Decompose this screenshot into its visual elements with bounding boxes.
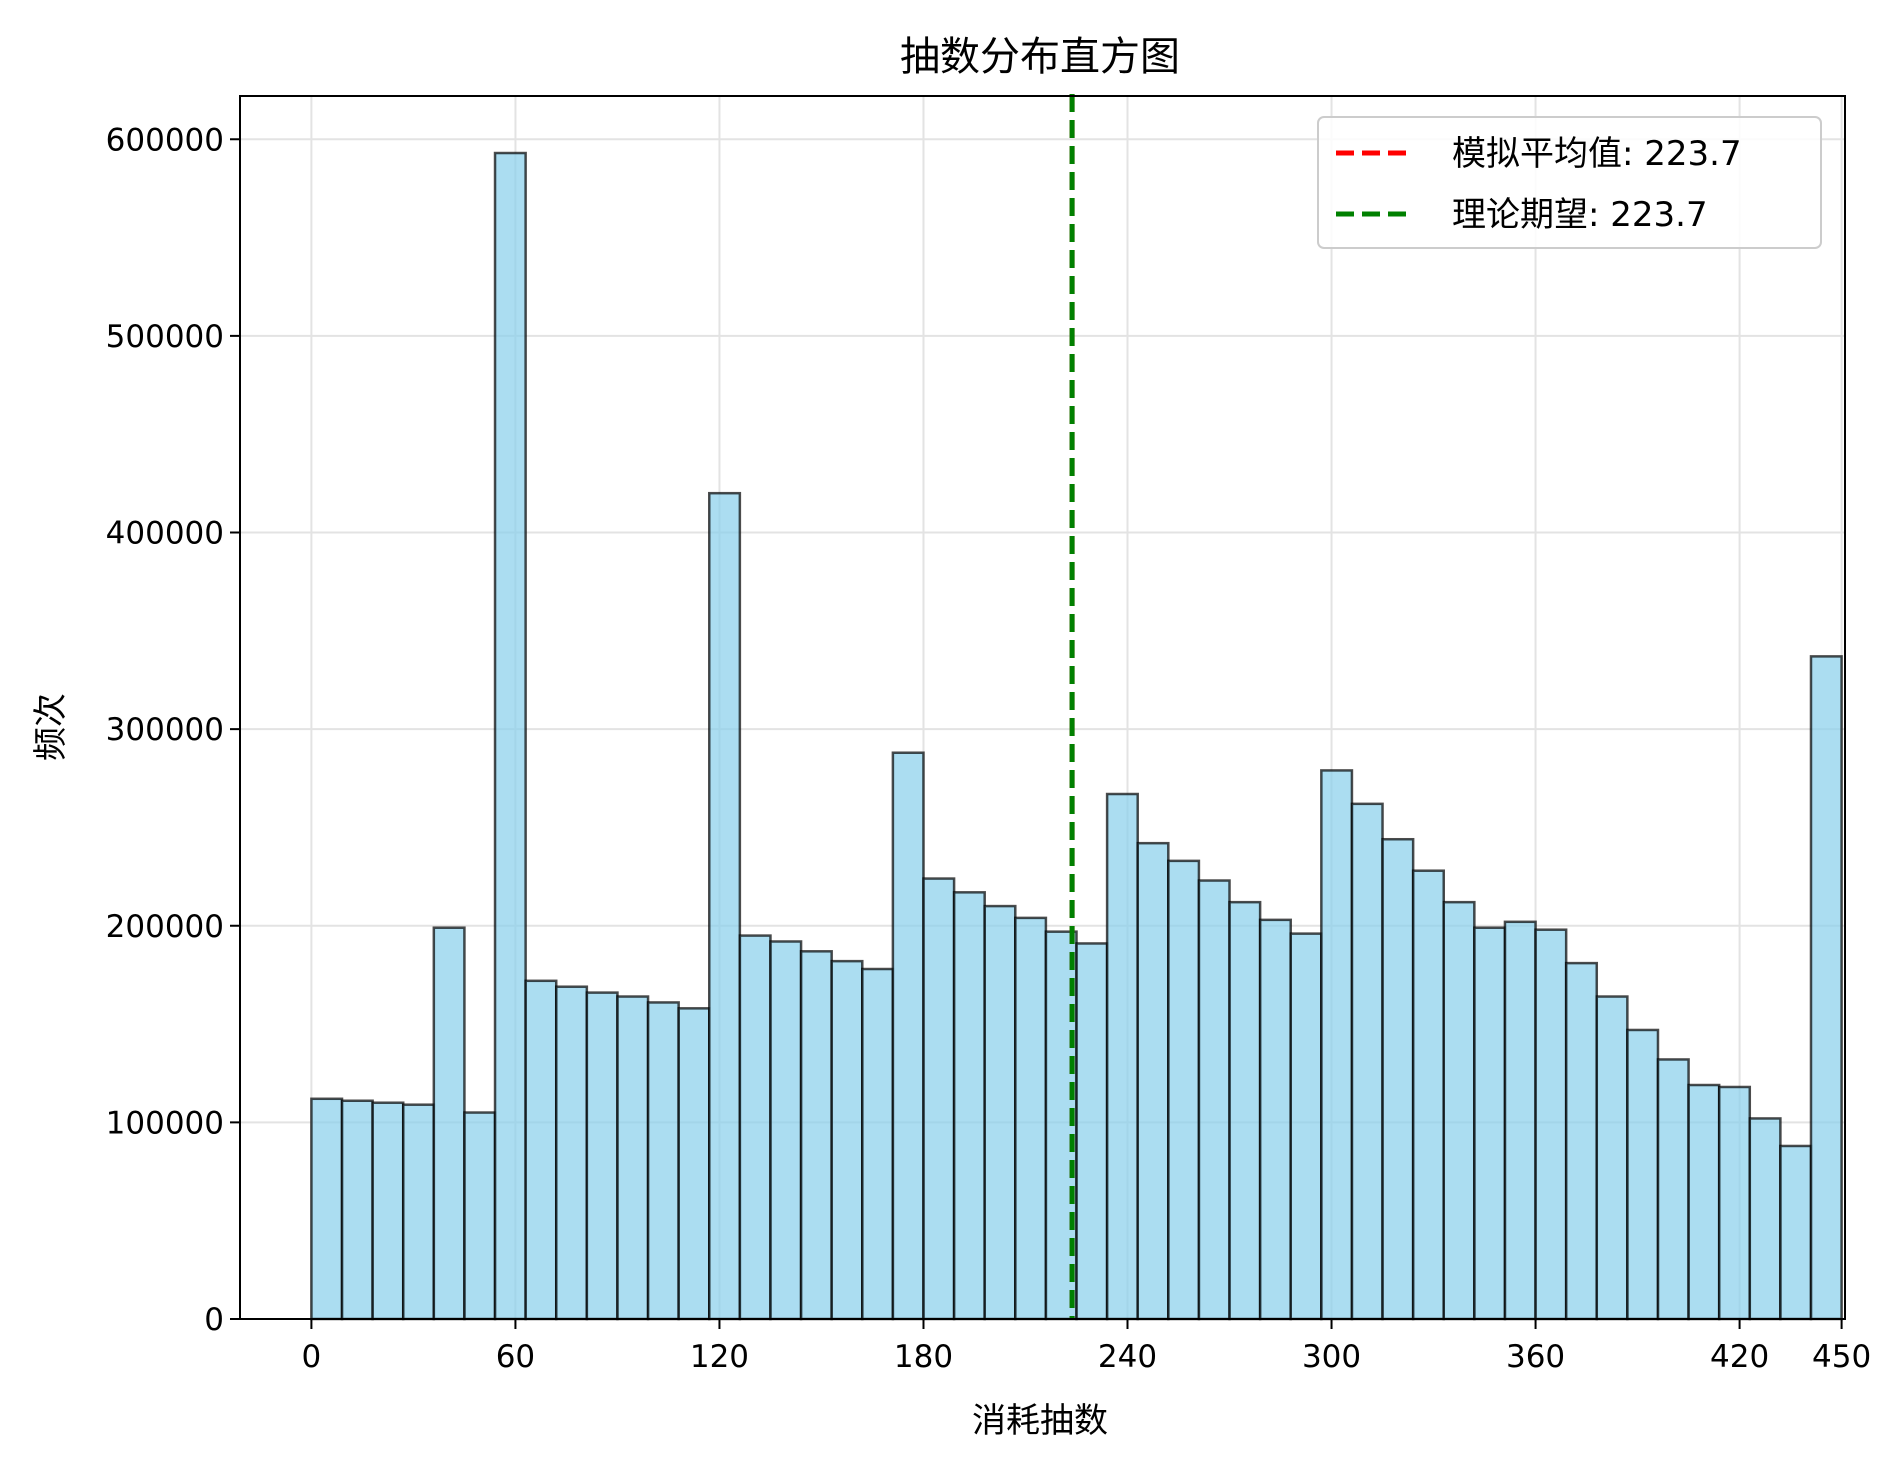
histogram-bar bbox=[830, 959, 864, 1321]
histogram-bar bbox=[861, 967, 895, 1321]
x-tick-label: 450 bbox=[1812, 1339, 1871, 1375]
histogram-bar bbox=[1258, 918, 1292, 1321]
y-tick-label: 500000 bbox=[106, 319, 224, 355]
bars-layer bbox=[310, 151, 1843, 1321]
histogram-bar bbox=[1075, 942, 1109, 1321]
x-tick-label: 60 bbox=[496, 1339, 535, 1375]
histogram-bar bbox=[1626, 1028, 1660, 1321]
x-tick-label: 240 bbox=[1098, 1339, 1157, 1375]
histogram-bar bbox=[922, 877, 956, 1321]
histogram-bar bbox=[891, 751, 925, 1321]
histogram-bar bbox=[1503, 920, 1537, 1321]
x-tick-label: 120 bbox=[690, 1339, 749, 1375]
y-tick-label: 600000 bbox=[106, 122, 224, 158]
histogram-bar bbox=[1350, 802, 1384, 1321]
axes-layer: 0 60 120 180 240 300 360 420 450 0 100000 200000 300… bbox=[106, 95, 1871, 1375]
chart-title: 抽数分布直方图 bbox=[900, 34, 1180, 80]
y-tick-label: 0 bbox=[204, 1302, 224, 1338]
histogram-bar bbox=[1717, 1085, 1752, 1321]
histogram-bar bbox=[371, 1101, 405, 1321]
x-tick-label: 180 bbox=[894, 1339, 953, 1375]
histogram-bar bbox=[401, 1103, 436, 1321]
histogram-bar bbox=[1136, 841, 1170, 1321]
plot-frame bbox=[239, 95, 1846, 1320]
x-tick-label: 360 bbox=[1506, 1339, 1565, 1375]
histogram-bar bbox=[646, 1001, 680, 1321]
x-axis-label: 消耗抽数 bbox=[972, 1401, 1108, 1441]
histogram-bar bbox=[1595, 995, 1629, 1321]
y-tick-label: 400000 bbox=[106, 516, 224, 552]
x-tick-label: 420 bbox=[1710, 1339, 1769, 1375]
histogram-bar bbox=[952, 891, 986, 1321]
histogram-bar bbox=[310, 1097, 344, 1321]
histogram-bar bbox=[1411, 869, 1446, 1321]
histogram-bar bbox=[769, 940, 803, 1321]
histogram-bar bbox=[677, 1007, 711, 1321]
histogram-bar bbox=[1656, 1058, 1690, 1321]
legend: 模拟平均值: 223.7 理论期望: 223.7 bbox=[1317, 116, 1822, 249]
histogram-bar bbox=[432, 926, 466, 1321]
y-tick-label: 300000 bbox=[106, 712, 224, 748]
legend-box bbox=[1317, 116, 1822, 249]
histogram-bar bbox=[1809, 655, 1843, 1321]
histogram-bar bbox=[1105, 792, 1139, 1321]
histogram-bar bbox=[1779, 1144, 1813, 1321]
histogram-bar bbox=[493, 151, 527, 1321]
y-tick-label: 100000 bbox=[106, 1105, 224, 1141]
x-tick-label: 0 bbox=[302, 1339, 322, 1375]
histogram-bar bbox=[340, 1099, 374, 1321]
histogram-bar bbox=[524, 979, 558, 1321]
histogram-bar bbox=[1473, 926, 1507, 1321]
histogram-bar bbox=[616, 995, 650, 1321]
x-tick-label: 300 bbox=[1302, 1339, 1361, 1375]
histogram-bar bbox=[1381, 837, 1415, 1321]
histogram-bar bbox=[1687, 1083, 1721, 1321]
histogram-bar bbox=[799, 950, 833, 1321]
histogram-bar bbox=[585, 991, 619, 1321]
histogram-bar bbox=[1534, 928, 1568, 1321]
legend-label: 模拟平均值: 223.7 bbox=[1452, 134, 1742, 174]
histogram-bar bbox=[1167, 859, 1201, 1321]
histogram-bar bbox=[1197, 879, 1231, 1321]
histogram-bar bbox=[1320, 769, 1354, 1321]
histogram-bar bbox=[1748, 1117, 1782, 1321]
y-tick-label: 200000 bbox=[106, 909, 224, 945]
histogram-bar bbox=[463, 1111, 497, 1321]
histogram-bar bbox=[1564, 961, 1599, 1321]
histogram-bar bbox=[1289, 932, 1323, 1321]
y-axis-label: 频次 bbox=[31, 693, 71, 761]
histogram-bar bbox=[1442, 900, 1476, 1321]
legend-label: 理论期望: 223.7 bbox=[1452, 195, 1708, 235]
histogram-bar bbox=[708, 491, 742, 1321]
histogram-bar bbox=[554, 985, 589, 1321]
histogram-bar bbox=[1228, 900, 1262, 1321]
histogram-bar bbox=[738, 934, 772, 1321]
histogram-bar bbox=[1014, 916, 1048, 1321]
histogram-bar bbox=[983, 904, 1017, 1321]
